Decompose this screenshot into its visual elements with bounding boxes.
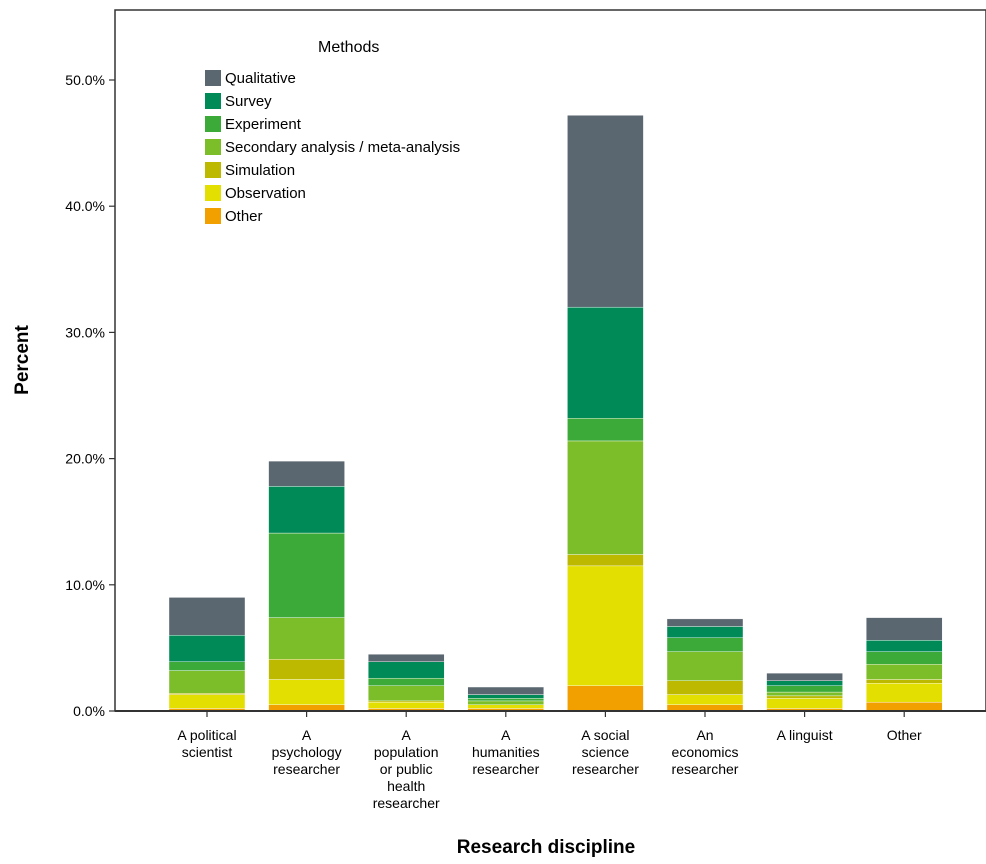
bar-segment bbox=[666, 694, 744, 705]
legend-label: Simulation bbox=[225, 162, 295, 179]
bar-segment bbox=[567, 306, 644, 419]
bar-segment bbox=[666, 618, 744, 627]
bar-segment bbox=[567, 440, 644, 555]
legend-label: Secondary analysis / meta-analysis bbox=[225, 139, 460, 156]
bar-segment bbox=[467, 704, 544, 709]
legend-swatch bbox=[205, 93, 221, 109]
legend: Methods Qualitative Survey Experiment Secon… bbox=[205, 39, 460, 225]
legend-swatch bbox=[205, 162, 221, 178]
legend-title: Methods bbox=[318, 39, 379, 56]
x-tick-label: A social science researcher bbox=[572, 727, 639, 777]
legend-label: Survey bbox=[225, 93, 272, 110]
y-tick-label: 50.0% bbox=[65, 72, 105, 88]
bar-segment bbox=[666, 680, 744, 695]
bar-segment bbox=[866, 701, 943, 712]
bar-segment bbox=[467, 694, 544, 699]
bar-segment bbox=[168, 694, 246, 709]
legend-swatch bbox=[205, 70, 221, 86]
bar-segment bbox=[368, 661, 445, 679]
y-tick-label: 30.0% bbox=[65, 324, 105, 340]
legend-label: Experiment bbox=[225, 116, 302, 133]
legend-label: Qualitative bbox=[225, 70, 296, 87]
bar-segment bbox=[567, 685, 644, 712]
bar-segment bbox=[866, 617, 943, 641]
bar-segment bbox=[567, 418, 644, 442]
bar-segment bbox=[766, 698, 843, 709]
bar-segment bbox=[666, 651, 744, 681]
bar-segment bbox=[766, 672, 843, 681]
bar-segment bbox=[666, 637, 744, 652]
bar-segment bbox=[766, 695, 843, 699]
y-tick-label: 10.0% bbox=[65, 577, 105, 593]
legend-swatch bbox=[205, 116, 221, 132]
plot-area bbox=[114, 9, 986, 712]
bar-segment bbox=[168, 597, 246, 636]
bar-segment bbox=[567, 565, 644, 686]
legend-swatch bbox=[205, 185, 221, 201]
bar-segment bbox=[268, 460, 345, 487]
x-axis-title: Research discipline bbox=[457, 837, 635, 858]
bar-segment bbox=[467, 698, 544, 702]
bar-segment bbox=[866, 683, 943, 703]
x-tick-label: An economics researcher bbox=[672, 727, 739, 777]
y-tick-label: 0.0% bbox=[73, 703, 105, 719]
bar-segment bbox=[467, 686, 544, 695]
y-tick-label: 40.0% bbox=[65, 198, 105, 214]
bar-segment bbox=[467, 700, 544, 705]
x-tick-label: A political scientist bbox=[177, 727, 236, 760]
x-tick-label: A linguist bbox=[777, 727, 833, 743]
legend-swatch bbox=[205, 139, 221, 155]
y-tick-label: 20.0% bbox=[65, 451, 105, 467]
bar-segment bbox=[268, 617, 345, 660]
bar-segment bbox=[368, 701, 445, 709]
bar-segment bbox=[168, 635, 246, 662]
bar-segment bbox=[567, 115, 644, 308]
bar-segment bbox=[766, 680, 843, 686]
bar-segment bbox=[168, 661, 246, 671]
legend-swatch bbox=[205, 208, 221, 224]
bar-segment bbox=[866, 679, 943, 684]
bar-segment bbox=[866, 640, 943, 652]
bar-segment bbox=[268, 679, 345, 705]
bar-segment bbox=[766, 691, 843, 697]
y-axis-title: Percent bbox=[12, 324, 33, 394]
bar-segment bbox=[766, 685, 843, 693]
legend-label: Observation bbox=[225, 185, 306, 202]
bar-segment bbox=[268, 659, 345, 680]
bar-segment bbox=[268, 532, 345, 618]
bar-segment bbox=[866, 651, 943, 665]
x-tick-label: Other bbox=[887, 727, 922, 743]
bar-segment bbox=[666, 626, 744, 639]
bar-segment bbox=[268, 486, 345, 534]
bar-segment bbox=[368, 677, 445, 686]
bar-segment bbox=[368, 654, 445, 662]
bar-segment bbox=[368, 685, 445, 702]
legend-label: Other bbox=[225, 208, 263, 225]
bar-segment bbox=[866, 664, 943, 680]
bar-segment bbox=[567, 554, 644, 567]
bar-segment bbox=[168, 670, 246, 694]
